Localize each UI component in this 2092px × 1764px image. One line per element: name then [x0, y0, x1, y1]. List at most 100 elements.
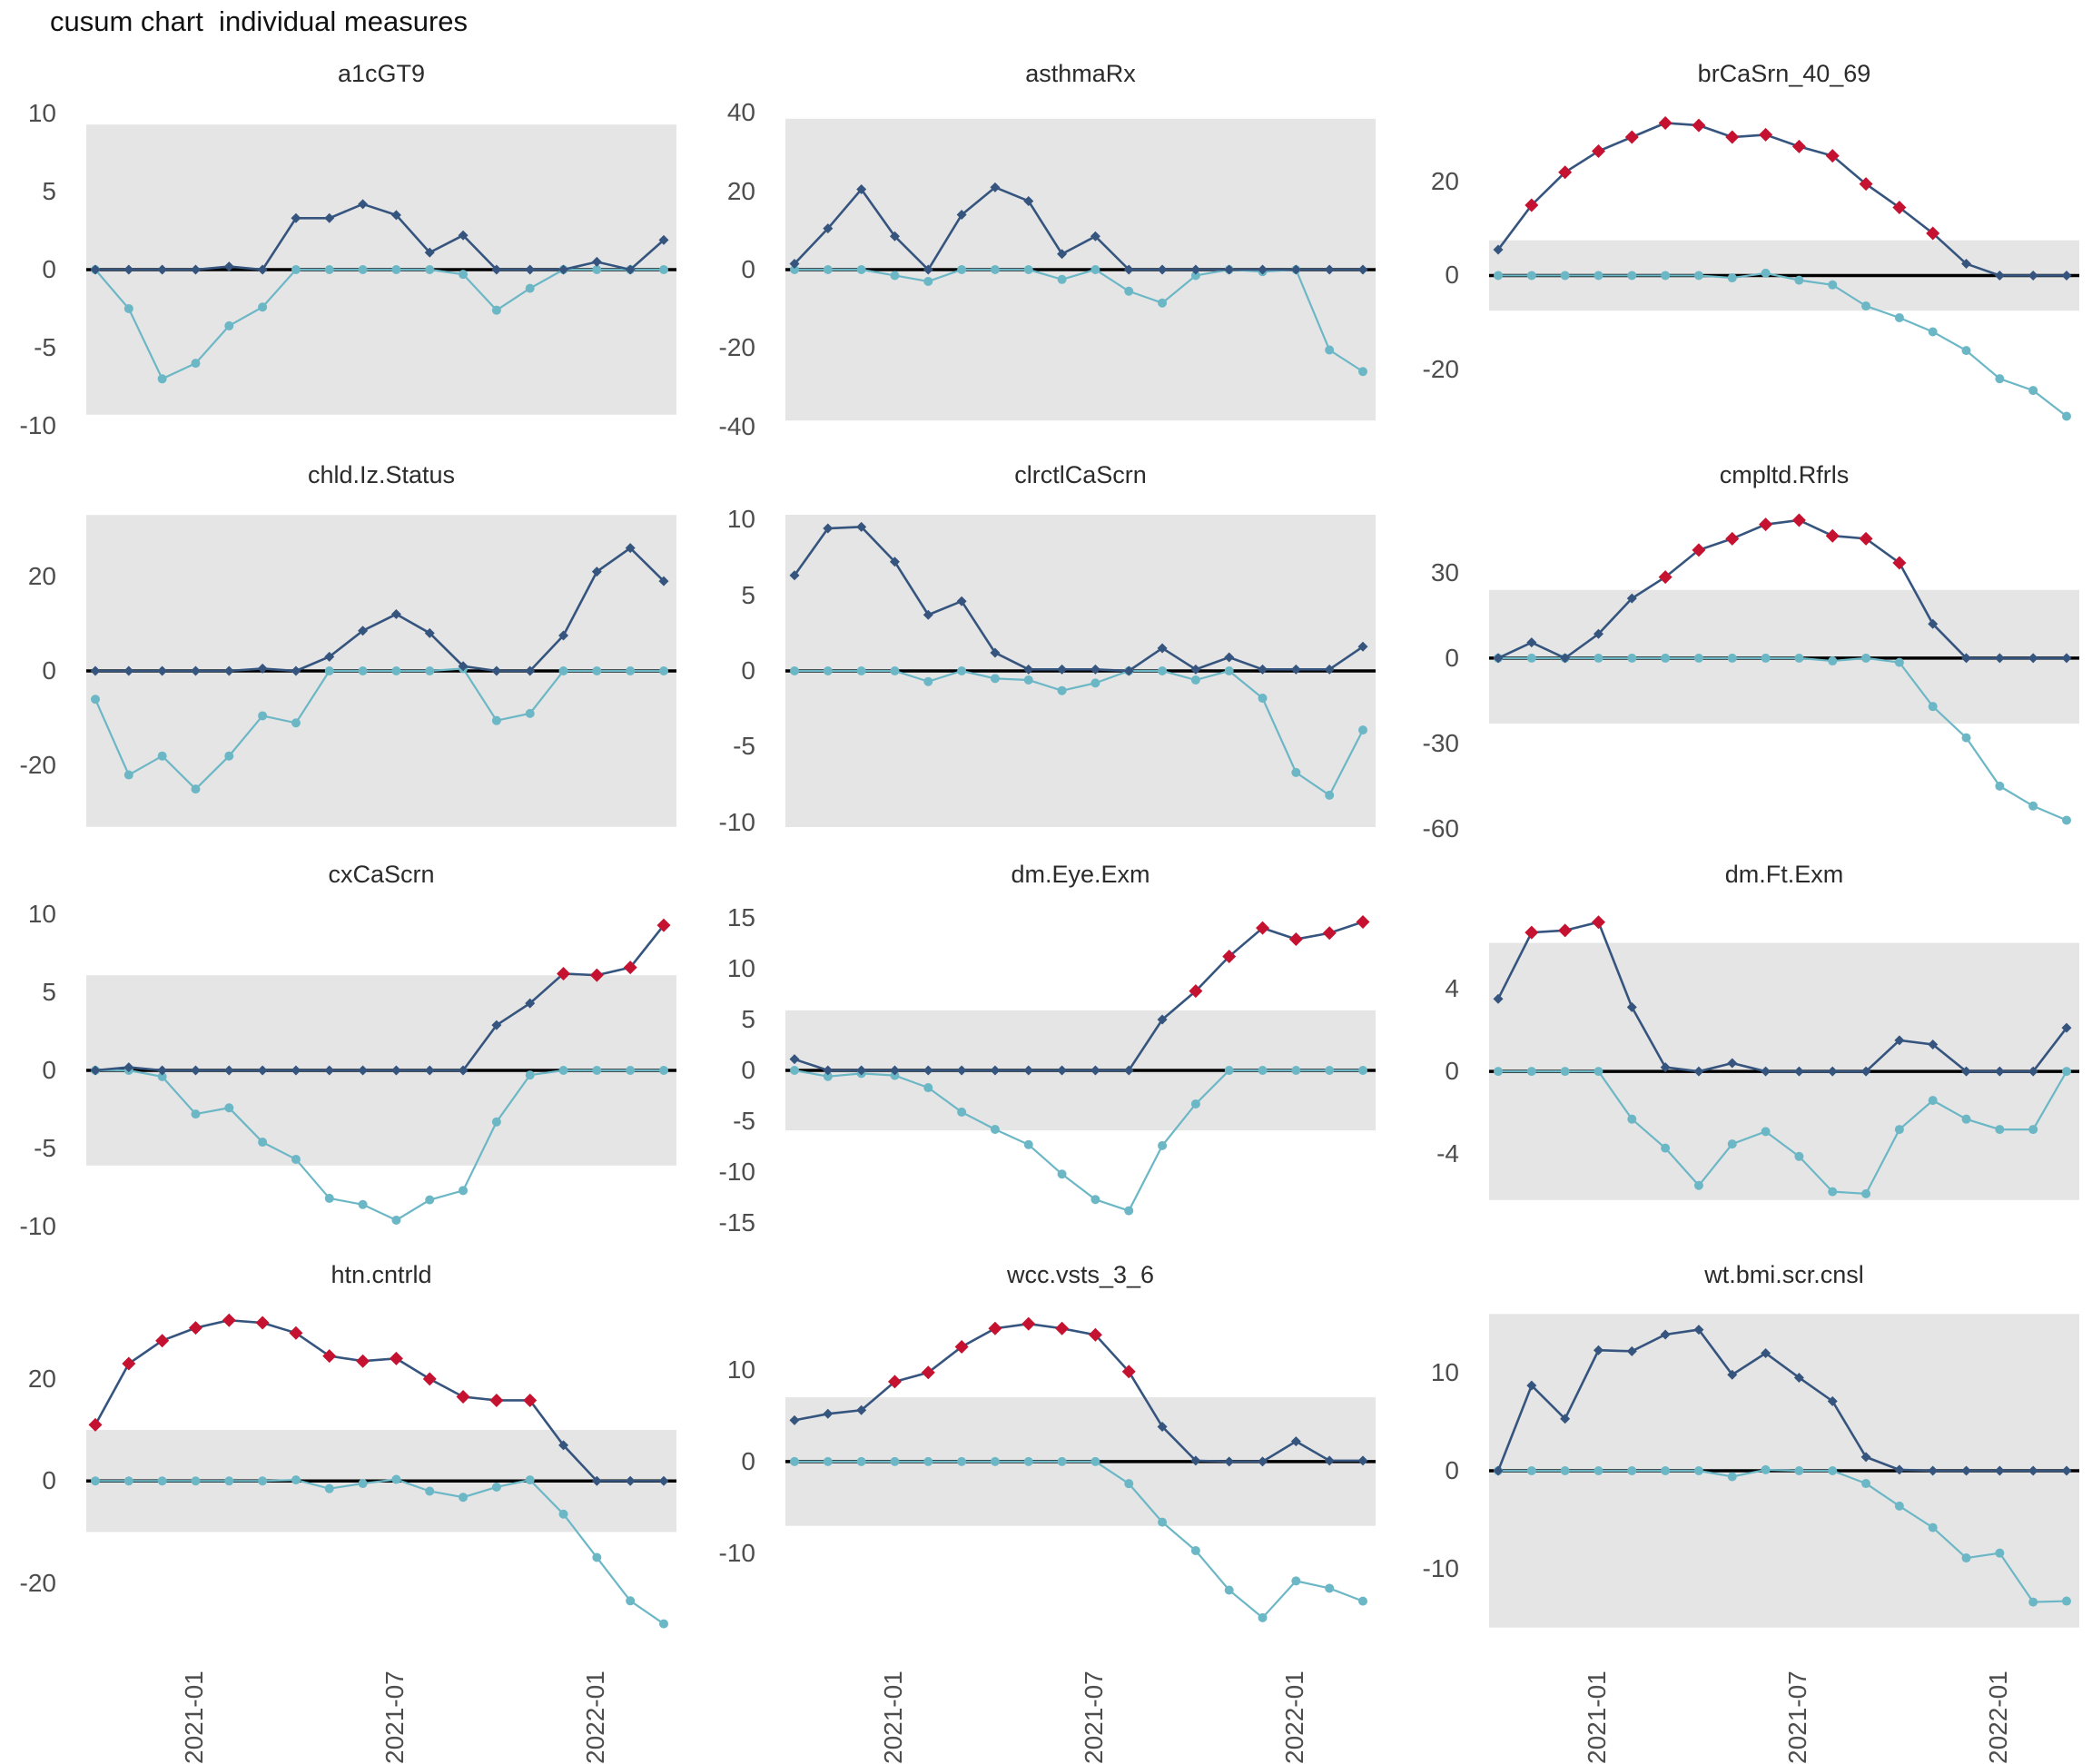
upper-cusum-point: [123, 1062, 134, 1073]
upper-cusum-point: [1258, 664, 1268, 675]
lower-cusum-point: [224, 1103, 234, 1113]
upper-cusum-point: [2028, 653, 2038, 664]
lower-cusum-point: [1057, 685, 1067, 695]
upper-cusum-point: [1023, 1065, 1034, 1076]
upper-cusum-point: [1994, 1465, 2005, 1476]
upper-cusum-line: [1496, 921, 2068, 1073]
cusum-plot: [1489, 915, 2079, 1200]
upper-cusum-point: [358, 626, 369, 636]
y-axis-tick-label: -40: [718, 411, 755, 440]
cusum-plot: [785, 1316, 1376, 1622]
panel-title: dm.Eye.Exm: [1011, 861, 1150, 888]
lower-cusum-point: [1358, 1066, 1367, 1075]
cusum-plot: [785, 118, 1376, 421]
lower-cusum-point: [1693, 1180, 1703, 1190]
lower-cusum-point: [1693, 1466, 1703, 1475]
upper-cusum-point: [358, 199, 369, 210]
cusum-plot: [1489, 116, 2079, 421]
lower-cusum-point: [224, 751, 234, 761]
panel-cmpltd-Rfrls: cmpltd.Rfrls 30 0 -30 -60: [1403, 458, 2092, 962]
upper-cusum-point: [1090, 231, 1100, 241]
out-of-control-point: [1189, 984, 1203, 999]
out-of-control-point: [489, 1393, 504, 1407]
upper-cusum-point: [823, 523, 834, 534]
upper-cusum-point: [990, 1065, 1001, 1076]
lower-cusum-point: [1828, 1187, 1838, 1197]
upper-cusum-point: [90, 665, 101, 676]
upper-cusum-point: [525, 665, 536, 676]
lower-cusum-point: [890, 271, 900, 281]
lower-cusum-line: [1498, 656, 2067, 822]
lower-cusum-point: [1190, 1545, 1200, 1555]
y-axis-tick-label: 0: [42, 255, 56, 283]
upper-cusum-point: [424, 627, 435, 638]
upper-cusum-point: [956, 596, 967, 606]
upper-cusum-point: [1894, 1464, 1905, 1475]
lower-cusum-point: [659, 1619, 668, 1629]
upper-cusum-point: [1727, 1058, 1738, 1069]
upper-cusum-point: [956, 210, 967, 221]
upper-cusum-point: [658, 234, 669, 245]
out-of-control-point: [1525, 198, 1539, 212]
upper-cusum-point: [591, 1475, 602, 1486]
lower-cusum-point: [1693, 653, 1703, 663]
upper-cusum-point: [1023, 195, 1034, 206]
upper-cusum-point: [1660, 1062, 1671, 1073]
upper-cusum-point: [2061, 1465, 2072, 1476]
upper-cusum-point: [1057, 249, 1068, 260]
lower-cusum-point: [592, 265, 602, 274]
upper-cusum-point: [625, 1475, 636, 1486]
panel-chld-Iz-Status: chld.Iz.Status 20 0 -20: [0, 458, 699, 962]
upper-cusum-point: [923, 264, 933, 275]
upper-cusum-point: [390, 210, 401, 221]
lower-cusum-point: [291, 718, 301, 728]
out-of-control-point: [1725, 130, 1740, 144]
lower-cusum-point: [1291, 1066, 1301, 1075]
upper-cusum-point: [1761, 1347, 1771, 1358]
upper-cusum-point: [458, 1065, 469, 1076]
y-axis-tick-label: 0: [741, 1056, 755, 1084]
upper-cusum-point: [424, 1065, 435, 1076]
y-axis-tick-label: 0: [42, 656, 56, 685]
lower-cusum-point: [123, 1476, 133, 1486]
upper-cusum-point: [2028, 1066, 2038, 1077]
cusum-plot: [86, 124, 676, 415]
upper-cusum-line: [95, 546, 665, 673]
out-of-control-point: [356, 1354, 370, 1368]
upper-cusum-point: [157, 1065, 168, 1076]
lower-cusum-point: [459, 1493, 469, 1503]
x-axis-tick-label: 2021-01: [1583, 1670, 1612, 1764]
upper-cusum-point: [1157, 1014, 1168, 1025]
cusum-plot: [86, 1313, 676, 1629]
upper-cusum-point: [1761, 1066, 1771, 1077]
out-of-control-point: [1021, 1316, 1036, 1331]
y-axis-tick-label: 10: [726, 1355, 755, 1384]
panel-title: a1cGT9: [337, 60, 426, 87]
out-of-control-point: [1859, 177, 1873, 192]
lower-cusum-point: [1727, 273, 1737, 283]
x-axis-tick-label: 2021-01: [879, 1670, 908, 1764]
upper-cusum-point: [1157, 264, 1168, 275]
upper-cusum-point: [1928, 1465, 1939, 1476]
lower-cusum-point: [990, 1124, 1000, 1134]
lower-cusum-point: [626, 1066, 636, 1075]
upper-cusum-point: [1860, 1452, 1871, 1463]
lower-cusum-point: [1190, 675, 1200, 685]
lower-cusum-point: [391, 1474, 401, 1484]
lower-cusum-point: [358, 1479, 368, 1489]
lower-cusum-point: [592, 1552, 602, 1562]
y-axis-tick-label: 10: [726, 505, 755, 534]
upper-cusum-point: [1560, 1414, 1571, 1424]
lower-cusum-point: [990, 265, 1000, 274]
y-axis-tick-label: 20: [1430, 167, 1459, 196]
y-axis-tick-label: -20: [718, 333, 755, 362]
lower-cusum-point: [391, 265, 401, 274]
lower-cusum-point: [2028, 1597, 2038, 1607]
panel-dm-Eye-Exm: dm.Eye.Exm 15 10 5 0 -5 -10 -15: [699, 857, 1398, 1362]
lower-cusum-point: [626, 1596, 636, 1606]
x-axis-tick-label: 2022-01: [1280, 1670, 1309, 1764]
lower-cusum-point: [592, 1066, 602, 1075]
lower-cusum-point: [425, 1195, 435, 1205]
upper-cusum-point: [1324, 1455, 1335, 1466]
y-axis-tick-label: 0: [1445, 261, 1459, 290]
